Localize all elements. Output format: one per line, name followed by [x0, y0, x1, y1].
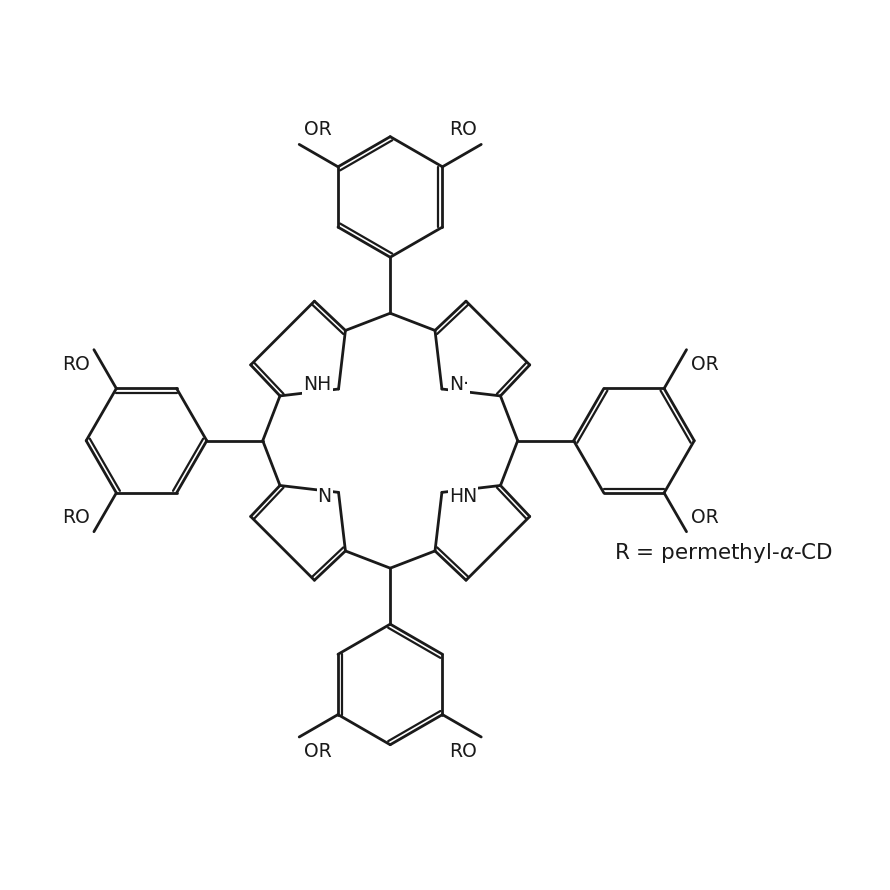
Text: R = permethyl-$\alpha$-CD: R = permethyl-$\alpha$-CD: [614, 540, 833, 564]
Text: OR: OR: [691, 355, 718, 374]
Text: OR: OR: [303, 742, 331, 761]
Text: HN: HN: [449, 487, 477, 506]
Text: RO: RO: [449, 120, 477, 139]
Text: N·: N·: [449, 376, 469, 394]
Text: NH: NH: [303, 376, 332, 394]
Text: N: N: [318, 487, 332, 506]
Text: OR: OR: [303, 120, 331, 139]
Text: RO: RO: [62, 507, 90, 527]
Text: OR: OR: [691, 507, 718, 527]
Text: RO: RO: [62, 355, 90, 374]
Text: RO: RO: [449, 742, 477, 761]
